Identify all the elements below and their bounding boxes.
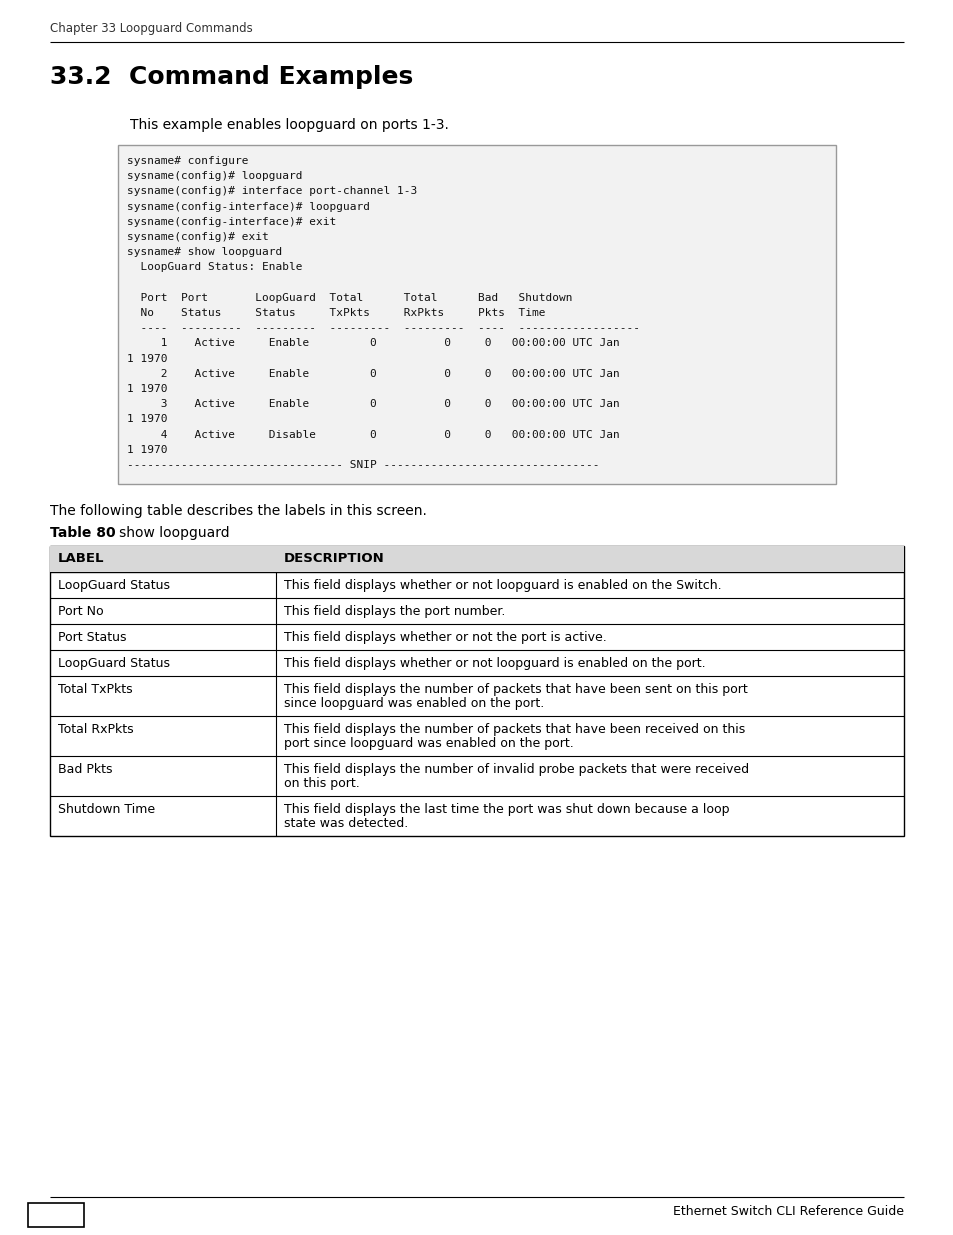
Text: show loopguard: show loopguard [106,526,230,540]
Text: sysname(config-interface)# exit: sysname(config-interface)# exit [127,217,335,227]
Text: The following table describes the labels in this screen.: The following table describes the labels… [50,504,426,519]
Text: port since loopguard was enabled on the port.: port since loopguard was enabled on the … [284,737,573,750]
Text: This field displays the number of packets that have been received on this: This field displays the number of packet… [284,724,744,736]
Text: sysname(config)# exit: sysname(config)# exit [127,232,269,242]
Text: 4    Active     Disable        0          0     0   00:00:00 UTC Jan: 4 Active Disable 0 0 0 00:00:00 UTC Jan [127,430,619,440]
Text: DESCRIPTION: DESCRIPTION [284,552,384,566]
Text: 138: 138 [37,1205,74,1223]
Text: LoopGuard Status: LoopGuard Status [58,579,170,593]
Text: sysname# configure: sysname# configure [127,156,248,165]
Text: Total RxPkts: Total RxPkts [58,724,133,736]
Text: sysname(config)# loopguard: sysname(config)# loopguard [127,172,302,182]
Text: This field displays the port number.: This field displays the port number. [284,605,505,619]
Text: Total TxPkts: Total TxPkts [58,683,132,697]
Text: This field displays the last time the port was shut down because a loop: This field displays the last time the po… [284,803,729,816]
Text: LoopGuard Status: Enable: LoopGuard Status: Enable [127,262,302,273]
Text: No    Status     Status     TxPkts     RxPkts     Pkts  Time: No Status Status TxPkts RxPkts Pkts Time [127,308,545,317]
Text: sysname(config-interface)# loopguard: sysname(config-interface)# loopguard [127,201,370,211]
Text: This field displays whether or not the port is active.: This field displays whether or not the p… [284,631,606,645]
Text: on this port.: on this port. [284,777,359,790]
Text: -------------------------------- SNIP --------------------------------: -------------------------------- SNIP --… [127,459,598,471]
Text: 1 1970: 1 1970 [127,415,168,425]
Text: Port  Port       LoopGuard  Total      Total      Bad   Shutdown: Port Port LoopGuard Total Total Bad Shut… [127,293,572,303]
Text: since loopguard was enabled on the port.: since loopguard was enabled on the port. [284,698,543,710]
Text: ----  ---------  ---------  ---------  ---------  ----  ------------------: ---- --------- --------- --------- -----… [127,324,639,333]
Text: This field displays the number of invalid probe packets that were received: This field displays the number of invali… [284,763,748,777]
Text: Bad Pkts: Bad Pkts [58,763,112,777]
Text: 1 1970: 1 1970 [127,445,168,454]
Text: Port No: Port No [58,605,104,619]
Text: 33.2  Command Examples: 33.2 Command Examples [50,65,413,89]
Text: 3    Active     Enable         0          0     0   00:00:00 UTC Jan: 3 Active Enable 0 0 0 00:00:00 UTC Jan [127,399,619,409]
Text: sysname(config)# interface port-channel 1-3: sysname(config)# interface port-channel … [127,186,416,196]
Bar [50,546,903,572]
Text: This example enables loopguard on ports 1-3.: This example enables loopguard on ports … [130,119,449,132]
Text: LoopGuard Status: LoopGuard Status [58,657,170,671]
Text: 1 1970: 1 1970 [127,384,168,394]
Text: state was detected.: state was detected. [284,818,408,830]
Text: This field displays the number of packets that have been sent on this port: This field displays the number of packet… [284,683,747,697]
Text: This field displays whether or not loopguard is enabled on the Switch.: This field displays whether or not loopg… [284,579,720,593]
Text: sysname# show loopguard: sysname# show loopguard [127,247,282,257]
Text: Port Status: Port Status [58,631,127,645]
Text: This field displays whether or not loopguard is enabled on the port.: This field displays whether or not loopg… [284,657,705,671]
Text: 1 1970: 1 1970 [127,353,168,363]
Text: 1    Active     Enable         0          0     0   00:00:00 UTC Jan: 1 Active Enable 0 0 0 00:00:00 UTC Jan [127,338,619,348]
Text: Ethernet Switch CLI Reference Guide: Ethernet Switch CLI Reference Guide [672,1205,903,1218]
Bar [28,1203,84,1228]
Text: Table 80: Table 80 [50,526,115,540]
Text: 2    Active     Enable         0          0     0   00:00:00 UTC Jan: 2 Active Enable 0 0 0 00:00:00 UTC Jan [127,369,619,379]
Text: Shutdown Time: Shutdown Time [58,803,155,816]
Text: LABEL: LABEL [58,552,105,566]
Bar [50,546,903,836]
Text: Chapter 33 Loopguard Commands: Chapter 33 Loopguard Commands [50,22,253,35]
Bar [118,144,835,484]
